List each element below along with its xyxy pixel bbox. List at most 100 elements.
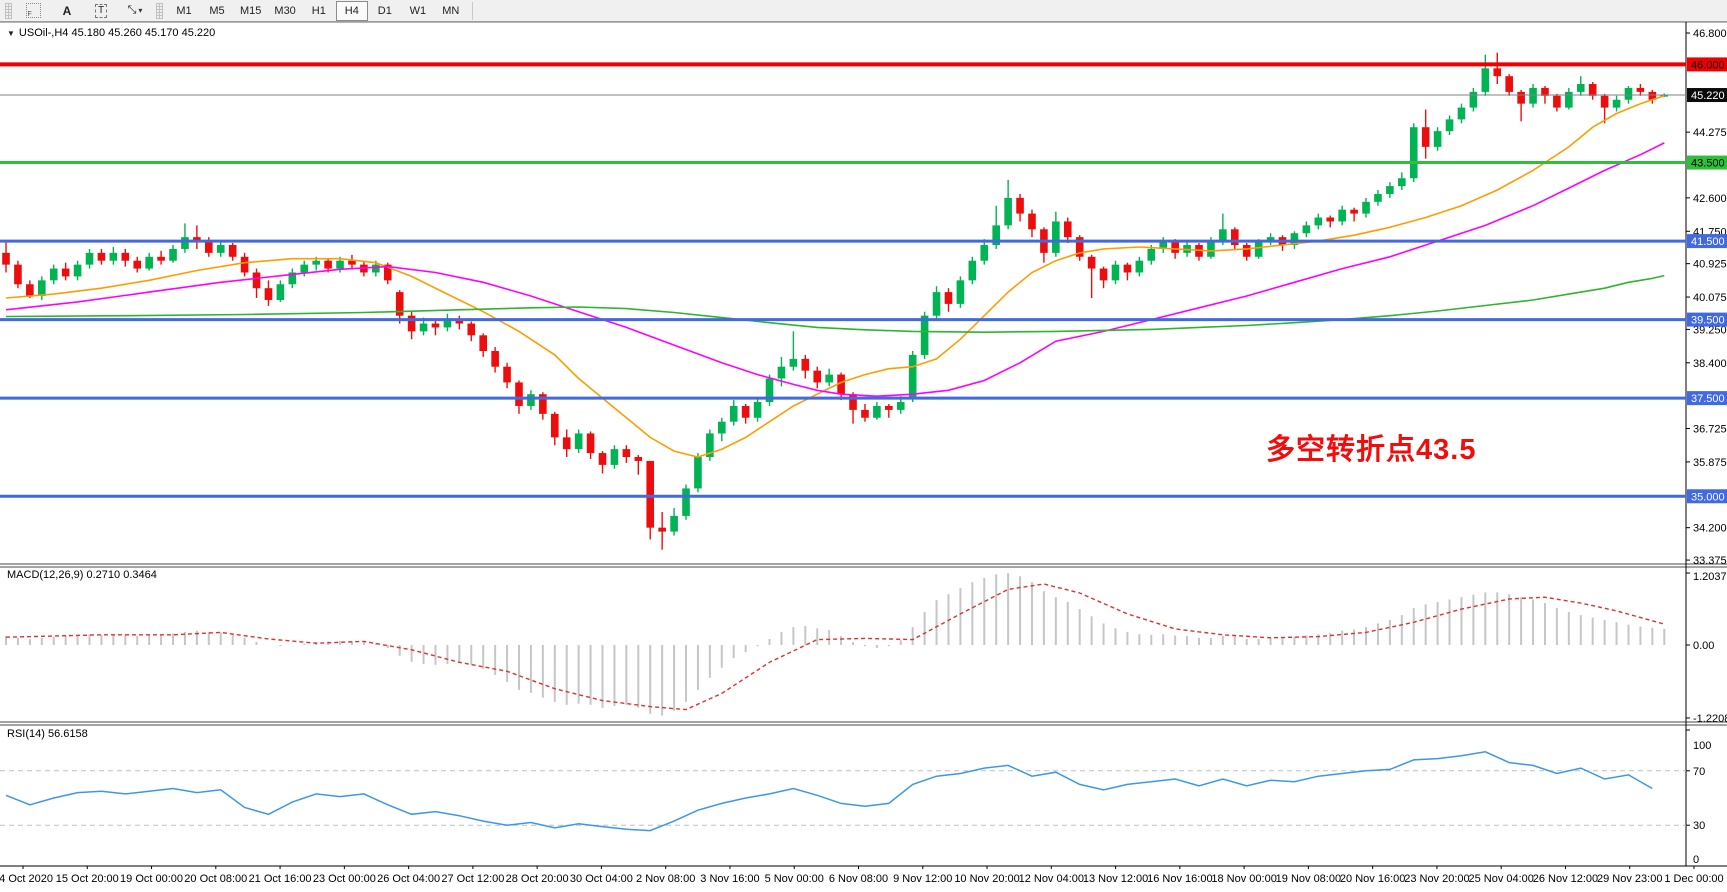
time-label: 19 Nov 08:00: [1276, 873, 1341, 885]
price-tick-label: 33.375: [1693, 555, 1727, 567]
candle-body: [1600, 95, 1609, 108]
time-label: 23 Oct 00:00: [313, 873, 376, 885]
candle-body: [586, 433, 595, 454]
candle-body: [61, 268, 70, 277]
candle-body: [574, 433, 583, 450]
symbol-dropdown-icon[interactable]: ▼: [7, 28, 15, 38]
candle-body: [419, 323, 428, 332]
candle-body: [1087, 256, 1096, 269]
candle-body: [133, 260, 142, 269]
price-badge-43.500: [1687, 155, 1727, 170]
candle-body: [980, 245, 989, 261]
tf-button-h4[interactable]: H4: [335, 0, 368, 21]
text-label-icon: T: [94, 3, 108, 18]
time-label: 14 Oct 2020: [0, 873, 53, 885]
text-label-button[interactable]: T: [85, 1, 117, 21]
rsi-tick-label: 0: [1693, 854, 1699, 866]
ma-long-green: [5, 274, 1665, 334]
candle-body: [598, 453, 607, 465]
insert-text-button[interactable]: A: [51, 1, 83, 21]
price-tick-label: 42.600: [1693, 193, 1727, 205]
macd-tick-label: 0.00: [1693, 640, 1714, 652]
candle-body: [348, 260, 356, 265]
time-label: 3 Nov 16:00: [700, 873, 759, 885]
candle-body: [1314, 217, 1323, 226]
candle-body: [1398, 178, 1406, 187]
price-badge-35.000: [1687, 489, 1727, 504]
time-label: 2 Nov 08:00: [636, 873, 695, 885]
candle-body: [1541, 87, 1549, 96]
candle-body: [515, 382, 523, 406]
candle-body: [777, 366, 786, 379]
candle-body: [324, 260, 332, 269]
rsi-line: [5, 751, 1653, 832]
time-label: 23 Nov 20:00: [1404, 873, 1469, 885]
candle-body: [1565, 91, 1573, 108]
price-badge-label: 35.000: [1691, 491, 1725, 503]
time-label: 1 Dec 00:00: [1664, 873, 1723, 885]
candle-body: [169, 248, 177, 261]
candle-body: [193, 237, 201, 242]
candle-body: [1326, 217, 1335, 222]
candle-body: [610, 449, 619, 465]
annotation-text[interactable]: 多空转折点43.5: [1266, 434, 1477, 466]
price-badge-46.000: [1687, 57, 1727, 72]
chart-template-icon[interactable]: F: [17, 1, 49, 21]
candle-body: [1469, 91, 1478, 108]
candle-body: [682, 488, 690, 516]
candle-body: [216, 245, 225, 253]
candle-body: [252, 272, 261, 289]
cursor-mode-button[interactable]: ⤡ ▾: [119, 1, 151, 21]
candle-body: [1517, 91, 1525, 104]
candle-body: [1266, 237, 1275, 242]
price-badge-label: 37.500: [1691, 393, 1725, 405]
candle-body: [1147, 248, 1156, 261]
grid-f-icon: F: [25, 3, 41, 18]
tf-button-mn[interactable]: MN: [442, 4, 460, 17]
time-label: 16 Nov 16:00: [1147, 873, 1212, 885]
candle-body: [801, 358, 810, 371]
price-tick-label: 36.725: [1693, 424, 1727, 436]
time-label: 19 Oct 00:00: [120, 873, 183, 885]
chart-title: ▼ USOil-,H4 45.180 45.260 45.170 45.220: [7, 27, 215, 39]
candle-body: [550, 413, 559, 438]
candle-body: [944, 292, 953, 304]
candle-body: [741, 405, 750, 418]
candle-body: [670, 515, 678, 532]
candle-body: [1374, 193, 1382, 202]
candle-body: [49, 268, 58, 281]
rsi-tick-label: 100: [1693, 740, 1711, 752]
candle-body: [873, 405, 881, 418]
tf-button-m15[interactable]: M15: [240, 4, 262, 17]
ma-fast-orange: [5, 95, 1665, 458]
candle-body: [992, 225, 1000, 246]
time-label: 29 Nov 23:00: [1597, 873, 1662, 885]
candle-body: [1290, 233, 1299, 246]
candle-body: [1135, 260, 1144, 273]
tf-button-m1[interactable]: M1: [176, 4, 192, 17]
chart-canvas[interactable]: 46.80044.27542.60041.75040.92540.07539.2…: [0, 22, 1727, 892]
candle-body: [383, 264, 392, 281]
toolbar-grip[interactable]: [5, 2, 12, 19]
candle-body: [205, 241, 213, 253]
tf-button-w1[interactable]: W1: [409, 4, 427, 17]
candle-body: [1529, 87, 1537, 104]
time-label: 15 Oct 20:00: [56, 873, 119, 885]
candle-body: [1576, 84, 1585, 92]
macd-signal-line: [5, 583, 1665, 711]
candle-body: [1016, 197, 1024, 214]
cursor-mode-icon: ⤡: [127, 4, 137, 16]
candle-body: [467, 323, 476, 336]
tf-button-h1[interactable]: H1: [311, 4, 326, 17]
tf-button-m30[interactable]: M30: [274, 4, 296, 17]
candle-body: [288, 272, 297, 285]
candle-body: [1207, 241, 1215, 257]
candle-body: [240, 256, 249, 273]
toolbar-grip-2[interactable]: [156, 2, 163, 19]
tf-button-m5[interactable]: M5: [209, 4, 225, 17]
time-label: 13 Nov 12:00: [1083, 873, 1148, 885]
candle-body: [646, 460, 655, 528]
candle-body: [718, 421, 726, 434]
tf-button-d1[interactable]: D1: [377, 4, 392, 17]
toolbar: F A T ⤡ ▾ M1 M5 M15 M30 H1 H4 D1 W1 MN: [0, 0, 1727, 22]
